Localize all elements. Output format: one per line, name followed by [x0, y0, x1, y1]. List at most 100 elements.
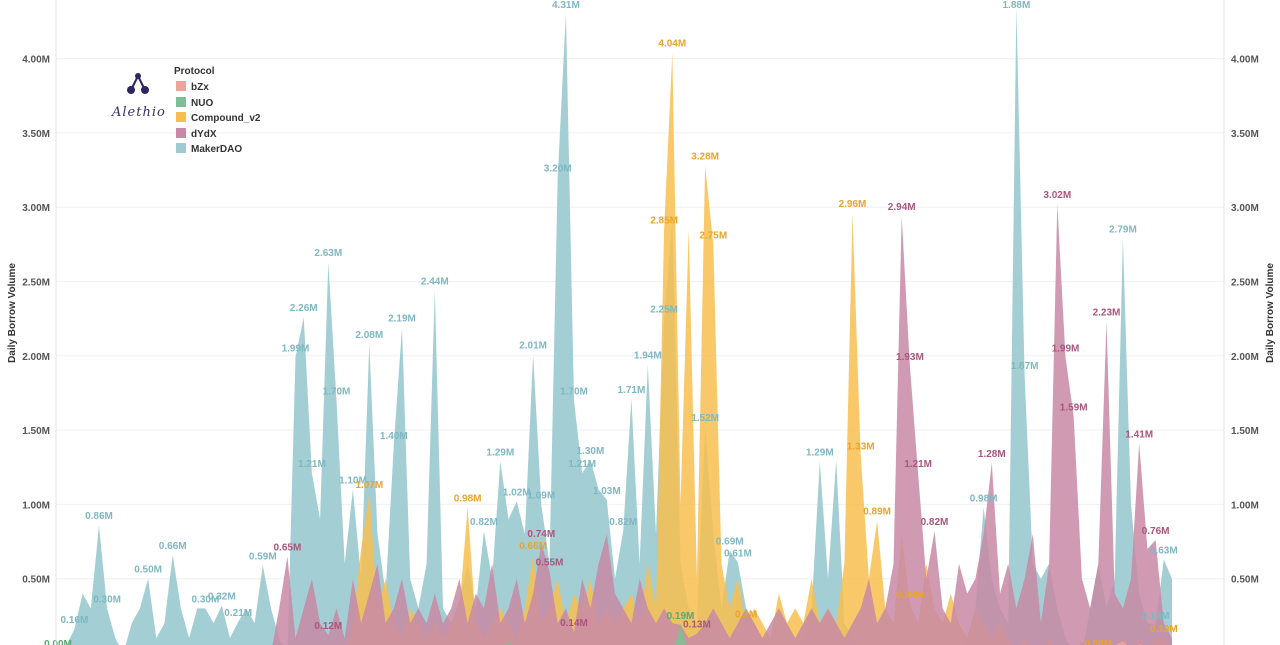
data-label: 0.55M — [536, 557, 564, 568]
gridlines — [56, 58, 1224, 580]
data-label: 1.29M — [486, 447, 514, 458]
data-label: 1.02M — [503, 487, 531, 498]
y-tick-left: 3.00M — [22, 203, 50, 214]
legend-label: NUO — [191, 97, 214, 109]
y-tick-right: 3.50M — [1231, 129, 1259, 140]
data-label: 0.12M — [314, 621, 342, 632]
data-label: 1.52M — [691, 413, 719, 424]
legend-label: bZx — [191, 82, 209, 93]
data-label: 0.19M — [667, 611, 695, 622]
data-label: 2.79M — [1109, 224, 1137, 235]
alethio-logo-icon — [127, 73, 149, 94]
data-label: 0.74M — [527, 529, 555, 540]
y-tick-left: 2.00M — [22, 352, 50, 363]
data-label: 2.26M — [290, 303, 318, 314]
data-label: 1.94M — [634, 351, 662, 362]
data-label: 3.28M — [691, 152, 719, 163]
data-label: 1.09M — [527, 490, 555, 501]
data-label: 1.59M — [1060, 403, 1088, 414]
data-label: 0.63M — [1150, 545, 1178, 556]
data-label: 0.66M — [159, 541, 187, 552]
data-label: 1.21M — [298, 459, 326, 470]
area-makerdao — [66, 6, 1172, 645]
y-tick-left: 2.50M — [22, 278, 50, 289]
data-label: 1.99M — [282, 343, 310, 354]
data-label: 0.69M — [716, 537, 744, 548]
data-label: 2.75M — [699, 230, 727, 241]
legend-item[interactable]: NUO — [176, 96, 214, 111]
data-label: 2.44M — [421, 276, 449, 287]
data-label: 1.21M — [568, 459, 596, 470]
legend-title: Protocol — [174, 66, 215, 77]
data-label: 2.96M — [839, 199, 867, 210]
data-label: 1.29M — [806, 447, 834, 458]
data-label: 0.10M — [1150, 624, 1178, 635]
y-axis-title-left: Daily Borrow Volume — [7, 263, 18, 363]
y-tick-left: 4.00M — [22, 55, 50, 66]
alethio-logo-text: Alethio — [112, 105, 166, 120]
legend-item[interactable]: dYdX — [176, 127, 217, 142]
data-label: 1.70M — [323, 386, 351, 397]
data-label: 0.66M — [519, 541, 547, 552]
y-axis-left: 0.00M0.50M1.00M1.50M2.00M2.50M3.00M3.50M… — [22, 55, 50, 586]
legend-swatch — [176, 96, 186, 107]
y-tick-left: 0.50M — [22, 575, 50, 586]
data-label: 4.04M — [658, 39, 686, 50]
data-label: 1.99M — [1052, 343, 1080, 354]
data-label: 0.50M — [134, 565, 162, 576]
data-label: 1.03M — [593, 486, 621, 497]
y-axis-right: 0.00M0.50M1.00M1.50M2.00M2.50M3.00M3.50M… — [1231, 55, 1259, 586]
data-label: 0.21M — [224, 608, 252, 619]
data-label: 0.32M — [208, 591, 236, 602]
area-compound-v2 — [346, 52, 1168, 645]
data-label: 0.59M — [249, 551, 277, 562]
data-label: 0.82M — [470, 517, 498, 528]
data-label: 3.02M — [1043, 190, 1071, 201]
data-label: 0.08M — [1084, 639, 1112, 645]
data-label: 1.30M — [577, 446, 605, 457]
y-tick-right: 1.50M — [1231, 426, 1259, 437]
legend-label: Compound_v2 — [191, 113, 261, 124]
data-label: 0.2M — [735, 609, 757, 620]
data-label: 0.30M — [93, 594, 121, 605]
data-label: 2.94M — [888, 202, 916, 213]
data-label: 0.65M — [274, 542, 302, 553]
y-tick-right: 0.50M — [1231, 575, 1259, 586]
data-label: 2.63M — [314, 248, 342, 259]
legend-item[interactable]: bZx — [176, 81, 209, 95]
legend-swatch — [176, 143, 186, 153]
data-label: 0.89M — [863, 507, 891, 518]
data-label: 1.71M — [618, 385, 646, 396]
alethio-logo: Alethio — [112, 72, 168, 122]
data-label: 2.19M — [388, 314, 416, 325]
legend-label: MakerDAO — [191, 144, 243, 155]
data-label: 2.85M — [650, 216, 678, 227]
y-tick-left: 3.50M — [22, 129, 50, 140]
legend-swatch — [176, 127, 186, 138]
data-label: 1.88M — [1003, 0, 1031, 11]
legend-swatch — [176, 81, 186, 91]
data-label: 0.61M — [724, 548, 752, 559]
y-tick-left: 1.00M — [22, 500, 50, 511]
data-label: 0.14M — [560, 618, 588, 629]
data-label: 1.10M — [339, 476, 367, 487]
area-bzx — [1096, 641, 1142, 645]
data-label: 0.98M — [970, 493, 998, 504]
legend-item[interactable]: MakerDAO — [176, 143, 242, 157]
legend-item[interactable]: Compound_v2 — [176, 112, 260, 126]
y-tick-right: 2.50M — [1231, 278, 1259, 289]
data-label: 0.00M — [44, 639, 72, 645]
data-label: 1.41M — [1125, 430, 1153, 441]
y-tick-right: 3.00M — [1231, 203, 1259, 214]
y-tick-right: 4.00M — [1231, 55, 1259, 66]
data-label: 0.76M — [1142, 526, 1170, 537]
data-label: 1.87M — [1011, 361, 1039, 372]
data-label: 1.33M — [847, 441, 875, 452]
data-label: 1.28M — [978, 449, 1006, 460]
area-series — [66, 6, 1172, 645]
data-label: 1.70M — [560, 386, 588, 397]
y-tick-right: 2.00M — [1231, 352, 1259, 363]
y-tick-left: 1.50M — [22, 426, 50, 437]
data-label: 3.20M — [544, 164, 572, 175]
